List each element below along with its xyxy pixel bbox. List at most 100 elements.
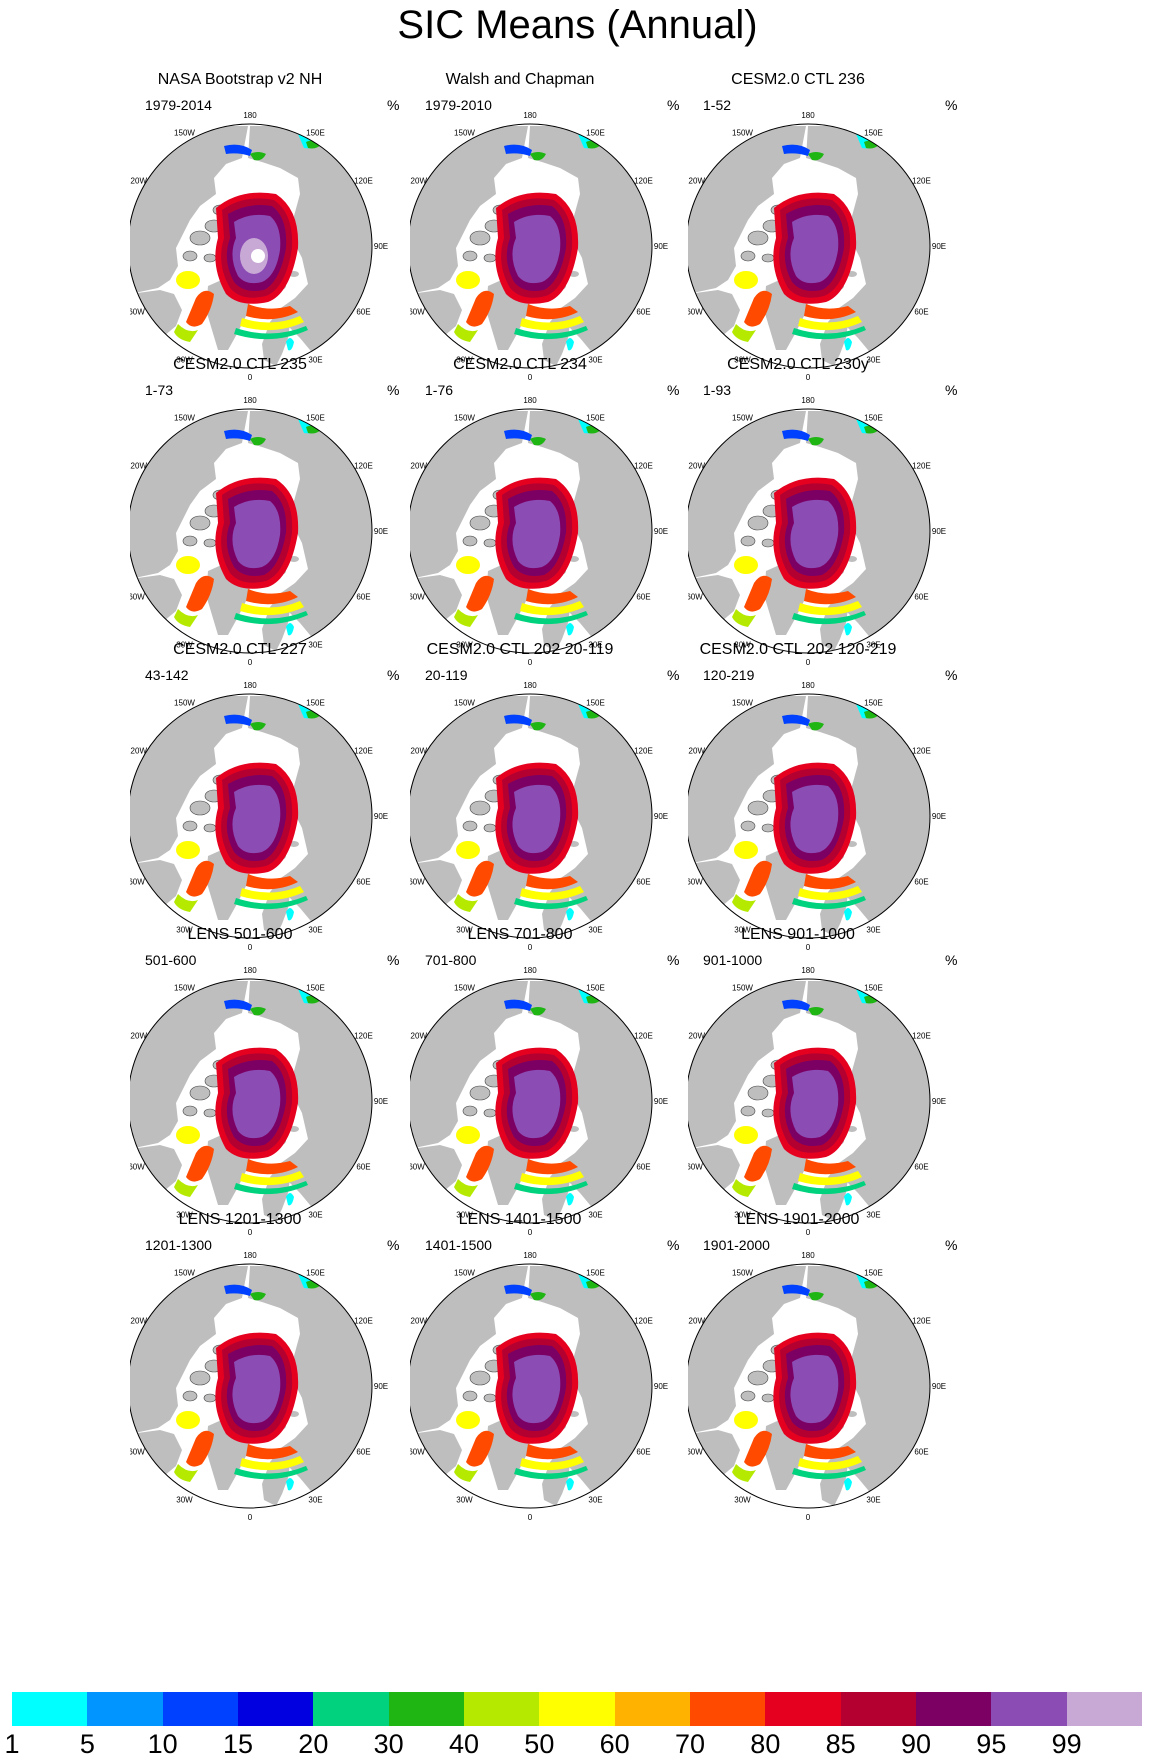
colorbar-swatch	[238, 1692, 314, 1726]
bering-sea-ice	[224, 1284, 252, 1296]
longitude-label: 0	[248, 1513, 253, 1522]
north-america-land	[688, 1266, 806, 1434]
longitude-label: 0	[248, 373, 253, 382]
map-panel: LENS 1201-1300 1201-1300% 180 150E 120E 90E 60…	[130, 1210, 430, 1540]
longitude-label: 30E	[866, 1495, 880, 1504]
panel-period: 1-73	[145, 382, 174, 398]
colorbar-swatch	[840, 1692, 917, 1726]
colorbar-swatch	[87, 1692, 164, 1726]
map-panel: NASA Bootstrap v2 NH 1979-2014% 180 150E 120…	[130, 70, 430, 400]
north-america-land	[688, 126, 806, 294]
map-panel: LENS 701-800 701-800% 180 150E 120E 90E 60E 30E…	[410, 925, 710, 1255]
map-border	[688, 408, 931, 654]
ice-band-60	[240, 601, 304, 616]
panel-period: 1-93	[703, 382, 732, 398]
colorbar-swatch	[464, 1692, 540, 1726]
arctic-island	[740, 1390, 756, 1402]
baltic-ice	[566, 623, 574, 636]
longitude-label: 120W	[688, 747, 705, 756]
longitude-label: 150W	[174, 984, 195, 993]
longitude-label: 180	[243, 966, 257, 975]
panel-units: %	[387, 667, 400, 683]
longitude-label: 120E	[912, 747, 931, 756]
bering-inner-ice	[250, 722, 266, 731]
panel-units: %	[945, 1237, 958, 1253]
labrador-sea-ice	[174, 609, 198, 627]
ice-band-70	[526, 589, 578, 605]
longitude-label: 0	[248, 943, 253, 952]
panel-title: Walsh and Chapman	[445, 71, 595, 88]
ice-band-20	[514, 611, 588, 625]
longitude-label: 150W	[174, 129, 195, 138]
ice-band-60	[798, 1171, 862, 1186]
longitude-label: 90E	[932, 1097, 946, 1106]
ice-band-70	[246, 874, 298, 890]
longitude-label: 180	[243, 1251, 257, 1260]
map-border	[688, 693, 931, 939]
polar-map: 180150E120E90E60E30E030W60W90W120W150W	[130, 111, 388, 382]
panel-period: 1979-2010	[425, 97, 492, 113]
polar-map: 180150E120E90E60E30E030W60W90W120W150W	[130, 1251, 388, 1522]
arctic-island	[203, 1393, 217, 1403]
longitude-label: 90E	[654, 242, 668, 251]
longitude-label: 60W	[410, 593, 425, 602]
arctic-island	[761, 1108, 775, 1118]
colorbar-swatch	[765, 1692, 842, 1726]
longitude-label: 30E	[866, 1210, 880, 1219]
longitude-label: 150W	[454, 984, 475, 993]
ice-band-70	[246, 589, 298, 605]
hudson-bay-ice	[734, 1411, 758, 1429]
longitude-label: 60E	[356, 593, 370, 602]
hudson-bay-ice	[456, 1411, 480, 1429]
longitude-label: 60W	[130, 1448, 145, 1457]
ice-band-20	[234, 896, 308, 910]
labrador-sea-ice	[454, 1179, 478, 1197]
baltic-ice	[844, 1193, 852, 1206]
panel-title: LENS 1401-1500	[458, 1211, 582, 1228]
baltic-ice	[566, 908, 574, 921]
sea-ice-field	[454, 987, 606, 1206]
map-panels-grid: NASA Bootstrap v2 NH 1979-2014% 180 150E 120…	[130, 70, 958, 1540]
colorbar-label: 50	[524, 1729, 555, 1759]
map-border	[410, 1263, 653, 1509]
longitude-label: 30W	[176, 925, 193, 934]
longitude-label: 30E	[866, 925, 880, 934]
ice-band-95	[232, 1069, 281, 1139]
panel-period: 20-119	[425, 667, 468, 683]
ice-band-70	[526, 304, 578, 320]
longitude-label: 120E	[912, 462, 931, 471]
arctic-island	[747, 515, 769, 531]
hudson-bay-ice	[176, 271, 200, 289]
colorbar-label: 15	[222, 1729, 254, 1759]
longitude-label: 120W	[130, 462, 147, 471]
longitude-label: 150W	[732, 129, 753, 138]
arctic-island	[203, 538, 217, 548]
map-panel: CESM2.0 CTL 202 20-119 20-119% 180 150E 120E…	[410, 640, 710, 970]
longitude-label: 90E	[374, 1097, 388, 1106]
bering-sea-ice	[782, 144, 810, 156]
longitude-label: 0	[528, 658, 533, 667]
panel-period: 43-142	[145, 667, 189, 683]
longitude-label: 150E	[864, 414, 883, 423]
panel-units: %	[945, 667, 958, 683]
arctic-island	[469, 515, 491, 531]
arctic-island	[469, 800, 491, 816]
sea-ice-field	[732, 702, 884, 921]
panel-title: CESM2.0 CTL 235	[173, 356, 307, 373]
longitude-label: 60W	[130, 593, 145, 602]
baltic-ice	[566, 1478, 574, 1491]
longitude-label: 120W	[410, 1032, 427, 1041]
longitude-label: 0	[248, 658, 253, 667]
labrador-sea-ice	[454, 894, 478, 912]
panel-units: %	[945, 97, 958, 113]
polar-map: 180150E120E90E60E30E030W60W90W120W150W	[688, 396, 946, 667]
ice-band-60	[240, 886, 304, 901]
bering-inner-ice	[808, 437, 824, 446]
longitude-label: 120W	[688, 177, 705, 186]
longitude-label: 0	[806, 943, 811, 952]
hudson-bay-ice	[456, 556, 480, 574]
polar-map: 180150E120E90E60E30E030W60W90W120W150W	[410, 681, 668, 952]
longitude-label: 30E	[588, 1210, 602, 1219]
longitude-label: 120E	[354, 177, 373, 186]
longitude-label: 150E	[864, 984, 883, 993]
